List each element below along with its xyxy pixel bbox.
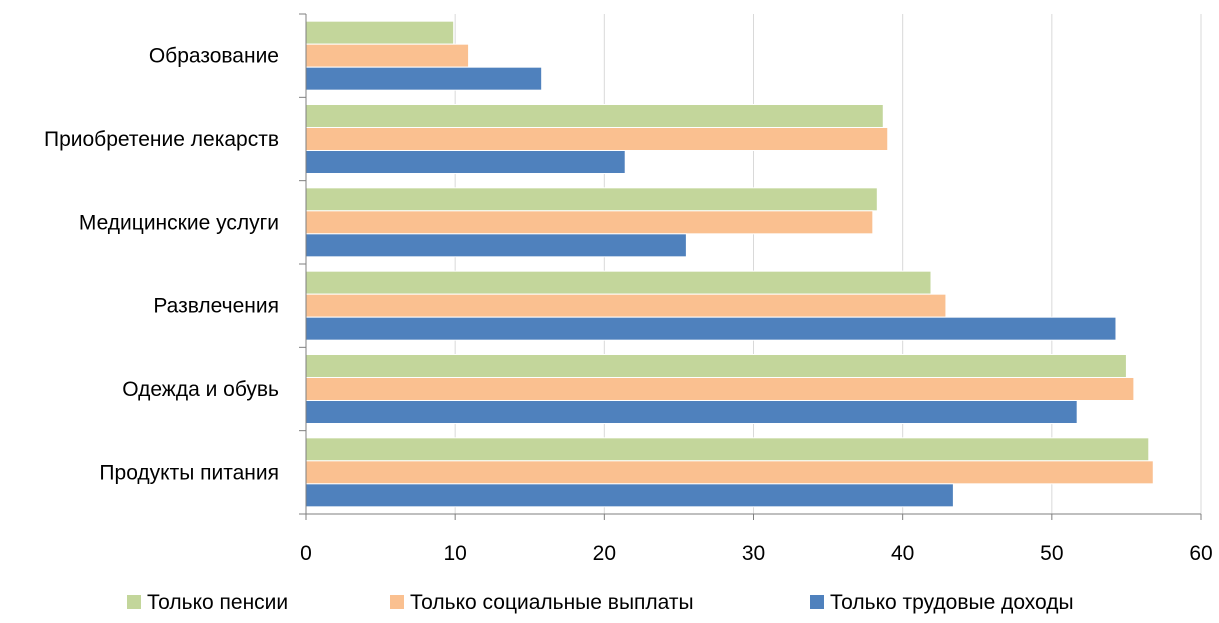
bar bbox=[305, 377, 1135, 401]
bar bbox=[305, 127, 889, 151]
bar bbox=[305, 210, 874, 235]
bar bbox=[305, 460, 1154, 485]
bar bbox=[305, 293, 947, 318]
bar bbox=[305, 150, 626, 174]
category-label: Образование bbox=[149, 45, 279, 68]
bar bbox=[305, 43, 470, 68]
bar bbox=[305, 66, 543, 91]
bar bbox=[305, 400, 1078, 424]
x-tick-label: 40 bbox=[891, 542, 914, 565]
bar bbox=[305, 187, 878, 212]
x-tick-label: 30 bbox=[742, 542, 765, 565]
bar bbox=[305, 104, 884, 128]
category-label: Развлечения bbox=[153, 295, 279, 318]
bar bbox=[305, 483, 954, 508]
legend-label: Только пенсии bbox=[147, 591, 288, 614]
x-tick-label: 10 bbox=[443, 542, 466, 565]
bar bbox=[305, 437, 1150, 462]
x-tick-label: 0 bbox=[300, 542, 312, 565]
x-tick-label: 20 bbox=[593, 542, 616, 565]
legend-swatch bbox=[127, 595, 141, 609]
bar bbox=[305, 20, 455, 45]
legend-label: Только социальные выплаты bbox=[410, 591, 694, 614]
legend-swatch bbox=[810, 595, 824, 609]
x-tick-label: 50 bbox=[1040, 542, 1063, 565]
legend-label: Только трудовые доходы bbox=[830, 591, 1074, 614]
category-label: Медицинские услуги bbox=[79, 211, 279, 234]
x-tick-label: 60 bbox=[1189, 542, 1212, 565]
legend-swatch bbox=[390, 595, 404, 609]
bar bbox=[305, 354, 1127, 378]
category-label: Продукты питания bbox=[99, 461, 279, 484]
bar bbox=[305, 270, 932, 295]
bar bbox=[305, 316, 1117, 341]
bar bbox=[305, 233, 687, 258]
category-label: Приобретение лекарств bbox=[44, 128, 279, 151]
category-label: Одежда и обувь bbox=[122, 378, 279, 401]
